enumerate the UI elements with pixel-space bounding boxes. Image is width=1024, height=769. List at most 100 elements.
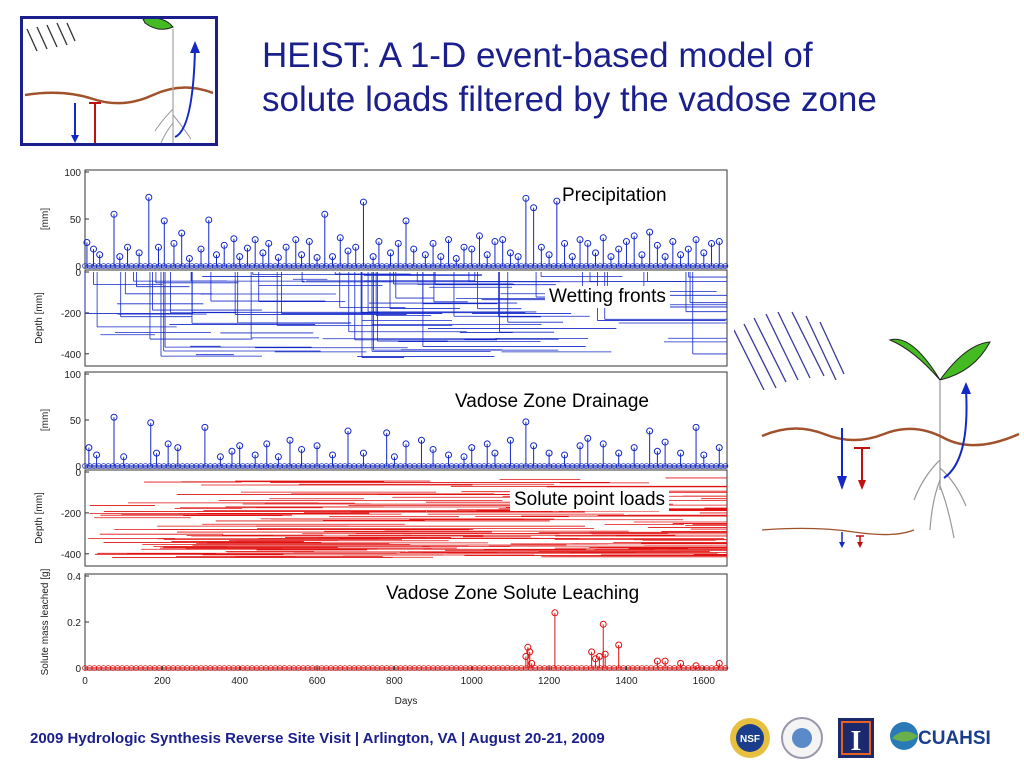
data-point xyxy=(135,249,143,257)
baseline-marker xyxy=(620,463,627,469)
y-axis-label: Depth [mm] xyxy=(34,492,45,544)
baseline-marker xyxy=(202,463,209,469)
baseline-marker xyxy=(133,263,139,269)
baseline-marker xyxy=(629,263,636,269)
data-point xyxy=(153,449,161,457)
data-point xyxy=(653,657,661,665)
baseline-marker xyxy=(184,665,190,671)
baseline-marker xyxy=(277,263,283,269)
baseline-marker xyxy=(708,665,715,671)
data-point xyxy=(212,251,220,259)
data-point xyxy=(530,204,538,212)
ytick-label: -400 xyxy=(61,550,81,561)
ytick-label: -200 xyxy=(61,509,81,520)
baseline-marker xyxy=(588,263,594,269)
baseline-marker xyxy=(592,463,599,469)
data-point xyxy=(251,451,259,459)
baseline-marker xyxy=(513,665,520,671)
baseline-marker xyxy=(490,463,497,469)
baseline-marker xyxy=(611,263,617,269)
baseline-marker xyxy=(713,263,719,269)
data-point xyxy=(499,236,507,244)
baseline-marker xyxy=(499,263,506,269)
baseline-marker xyxy=(564,463,571,469)
baseline-marker xyxy=(342,463,348,469)
baseline-marker xyxy=(212,665,218,671)
baseline-marker xyxy=(532,463,538,469)
baseline-marker xyxy=(643,665,650,671)
y-axis-label: [mm] xyxy=(40,208,51,230)
data-point xyxy=(452,254,460,262)
baseline-marker xyxy=(216,263,223,269)
baseline-marker xyxy=(574,665,580,671)
baseline-marker xyxy=(369,665,376,671)
baseline-marker xyxy=(318,665,325,671)
baseline-marker xyxy=(578,463,585,469)
data-point xyxy=(329,451,337,459)
baseline-marker xyxy=(212,463,218,469)
roots-icon xyxy=(913,459,967,539)
baseline-marker xyxy=(518,665,525,671)
baseline-marker xyxy=(546,463,552,469)
baseline-marker xyxy=(360,463,367,469)
data-point xyxy=(460,453,468,461)
baseline-marker xyxy=(611,463,617,469)
baseline-marker xyxy=(472,665,478,671)
xtick-label: 1600 xyxy=(693,676,716,687)
baseline-marker xyxy=(230,463,237,469)
baseline-marker xyxy=(151,463,158,469)
uptake-arrow-icon xyxy=(174,48,196,138)
baseline-marker xyxy=(374,263,381,269)
baseline-marker xyxy=(286,263,293,269)
baseline-marker xyxy=(114,263,121,269)
data-point xyxy=(530,442,538,450)
data-point xyxy=(263,440,271,448)
baseline-marker xyxy=(680,665,687,671)
baseline-marker xyxy=(425,665,432,671)
baseline-marker xyxy=(397,263,404,269)
baseline-marker xyxy=(244,263,251,269)
baseline-marker xyxy=(476,463,483,469)
baseline-marker xyxy=(202,665,209,671)
baseline-marker xyxy=(411,665,418,671)
data-point xyxy=(298,445,306,453)
baseline-marker xyxy=(263,263,269,269)
rain-icon xyxy=(734,311,845,391)
baseline-marker xyxy=(713,665,719,671)
data-point xyxy=(369,253,377,261)
baseline-marker xyxy=(555,665,562,671)
baseline-marker xyxy=(625,263,631,269)
baseline-marker xyxy=(560,463,566,469)
baseline-marker xyxy=(560,263,566,269)
data-point xyxy=(522,653,530,660)
baseline-marker xyxy=(221,665,228,671)
baseline-marker xyxy=(690,263,696,269)
baseline-marker xyxy=(337,665,344,671)
baseline-marker xyxy=(179,263,186,269)
baseline-marker xyxy=(472,263,478,269)
baseline-marker xyxy=(699,263,706,269)
baseline-marker xyxy=(393,665,399,671)
baseline-marker xyxy=(453,263,460,269)
data-point xyxy=(537,243,545,251)
baseline-marker xyxy=(639,463,645,469)
baseline-marker xyxy=(388,463,395,469)
baseline-marker xyxy=(680,463,687,469)
baseline-marker xyxy=(184,263,190,269)
baseline-marker xyxy=(518,463,525,469)
data-point xyxy=(468,444,476,452)
baseline-marker xyxy=(532,665,538,671)
baseline-marker xyxy=(244,665,251,671)
baseline-marker xyxy=(467,463,474,469)
baseline-marker xyxy=(676,463,682,469)
baseline-marker xyxy=(662,665,668,671)
leaf-left-icon xyxy=(888,338,941,381)
data-point xyxy=(359,449,367,457)
soil-surface-line xyxy=(761,427,1020,447)
svg-text:CUAHSI: CUAHSI xyxy=(918,728,991,749)
baseline-marker xyxy=(666,263,673,269)
baseline-marker xyxy=(295,263,302,269)
baseline-marker xyxy=(184,463,190,469)
data-point xyxy=(661,253,669,261)
baseline-marker xyxy=(202,263,209,269)
